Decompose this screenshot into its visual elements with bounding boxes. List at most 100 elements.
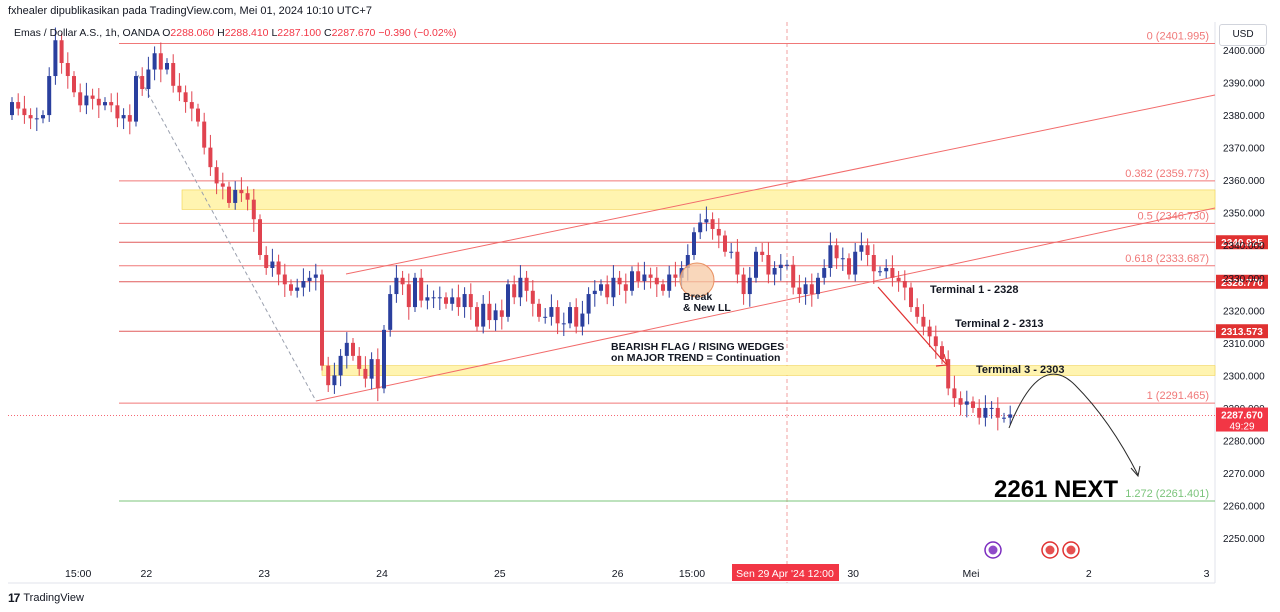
candle	[524, 270, 529, 302]
candle	[400, 270, 405, 296]
candle	[171, 54, 176, 93]
level-badge-0	[1216, 235, 1268, 250]
candle	[809, 273, 814, 307]
candle	[388, 285, 393, 337]
y-tick-label: 2380.000	[1223, 111, 1265, 122]
candle-body	[183, 92, 188, 103]
terminal-2-label: Terminal 2 - 2313	[955, 318, 1043, 330]
candle	[592, 280, 597, 307]
candle	[127, 104, 132, 135]
candle-body	[189, 102, 194, 109]
candle-body	[698, 222, 703, 233]
candle	[847, 253, 851, 280]
break-label-2: & New LL	[683, 302, 731, 314]
candle-body	[208, 147, 213, 168]
x-tick-label: 15:00	[679, 568, 705, 580]
candle-body	[282, 274, 287, 285]
candle	[661, 279, 665, 296]
candle-body	[499, 310, 504, 317]
candle-body	[78, 92, 83, 106]
candle	[270, 248, 275, 277]
candle-body	[871, 255, 876, 272]
candle	[902, 270, 907, 301]
candle-body	[307, 277, 312, 282]
candle	[896, 270, 901, 292]
us-flag-event-icon-dot	[1045, 545, 1055, 555]
candle-body	[530, 290, 535, 304]
candle	[481, 295, 486, 334]
candle-body	[822, 268, 827, 278]
candle-body	[537, 303, 541, 317]
candle	[177, 73, 182, 102]
x-tick-label: 24	[376, 568, 388, 580]
candle	[785, 259, 789, 270]
candle-body	[952, 388, 957, 399]
candle	[834, 238, 839, 269]
y-tick-label: 2400.000	[1223, 46, 1265, 57]
break-circle	[679, 262, 715, 298]
candle-body	[654, 277, 659, 285]
y-tick-label: 2300.000	[1223, 371, 1265, 382]
candle-body	[605, 284, 610, 298]
candle-body	[363, 368, 368, 379]
candle	[344, 332, 349, 369]
candle-body	[847, 258, 851, 275]
candle	[859, 232, 864, 261]
candle	[760, 242, 765, 262]
candle-body	[704, 219, 709, 223]
candle	[96, 88, 101, 119]
candle-body	[152, 53, 157, 70]
candle-body	[28, 115, 33, 119]
candle-body	[760, 251, 765, 256]
candle	[134, 71, 138, 127]
candle	[165, 58, 169, 75]
candle	[487, 291, 492, 329]
candle	[450, 288, 455, 311]
candle	[989, 401, 994, 419]
candle	[121, 108, 126, 130]
level-badge-label-2: 2313.573	[1221, 327, 1263, 338]
candle-body	[344, 342, 349, 356]
x-tick-label: 22	[141, 568, 153, 580]
currency-button[interactable]: USD	[1219, 24, 1267, 46]
candle-body	[667, 274, 672, 291]
candle	[630, 266, 634, 296]
candle	[295, 278, 300, 298]
candle	[915, 298, 920, 324]
candle	[561, 312, 566, 337]
candle-body	[692, 232, 696, 256]
candle	[878, 266, 882, 277]
candle	[47, 67, 52, 122]
candle	[586, 287, 591, 325]
countdown-label: 49:29	[1229, 422, 1254, 433]
wedge-upper	[345, 94, 1216, 275]
x-tick-label: Mei	[963, 568, 980, 580]
x-tick-label: 30	[847, 568, 859, 580]
candle	[741, 267, 746, 305]
candle-body	[245, 193, 250, 200]
candle	[605, 275, 610, 305]
candle	[382, 324, 386, 394]
candle-body	[227, 186, 231, 203]
candle	[258, 214, 262, 260]
level-badge-label-1: 2328.770	[1221, 278, 1263, 289]
candle	[456, 284, 461, 316]
candle	[245, 186, 250, 211]
candle	[1008, 405, 1013, 425]
candle-body	[946, 359, 951, 389]
candle	[772, 261, 777, 286]
candle-body	[555, 307, 560, 324]
candle-body	[90, 95, 95, 99]
candle-body	[59, 40, 64, 64]
terminal-1-label: Terminal 1 - 2328	[930, 284, 1018, 296]
candle	[90, 88, 95, 110]
candle-body	[611, 277, 616, 298]
candle	[307, 270, 312, 292]
candle-body	[289, 284, 293, 291]
candle-body	[264, 255, 269, 269]
candle-body	[468, 294, 473, 308]
candle-body	[406, 284, 411, 308]
candle-body	[96, 98, 101, 106]
us-flag-event-icon-dot	[1066, 545, 1076, 555]
